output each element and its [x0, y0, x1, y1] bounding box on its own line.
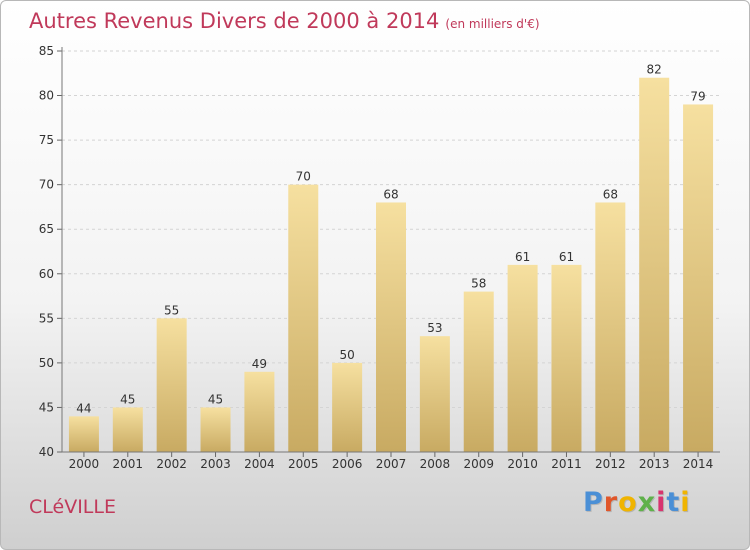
value-label-2006: 50 — [339, 348, 354, 362]
bar-2004 — [244, 371, 275, 452]
y-tick-label: 60 — [39, 267, 54, 281]
x-tick-label-2008: 2008 — [420, 457, 451, 471]
bar-2006 — [332, 362, 363, 452]
value-label-2010: 61 — [515, 250, 530, 264]
bar-2002 — [156, 318, 187, 452]
value-label-2002: 55 — [164, 303, 179, 317]
x-tick-label-2007: 2007 — [376, 457, 407, 471]
axes — [61, 47, 720, 453]
bar-2009 — [463, 291, 494, 452]
x-tick-label-2011: 2011 — [551, 457, 582, 471]
x-tick-label-2005: 2005 — [288, 457, 319, 471]
y-tick-label: 55 — [39, 311, 54, 325]
value-label-2001: 45 — [120, 392, 135, 406]
bar-2012 — [595, 202, 626, 452]
bar-2000 — [68, 416, 99, 452]
x-tick-label-2006: 2006 — [332, 457, 363, 471]
logo-letter: x — [637, 487, 657, 518]
value-label-2011: 61 — [559, 250, 574, 264]
chart-title: Autres Revenus Divers de 2000 à 2014 (en … — [29, 9, 540, 33]
x-tick-label-2014: 2014 — [683, 457, 714, 471]
y-axis-ticks: 40 45 50 55 60 65 70 75 80 85 — [39, 44, 62, 459]
value-labels: 44 45 55 45 49 70 50 68 53 58 61 61 68 82 79 — [76, 63, 705, 416]
x-tick-label-2002: 2002 — [156, 457, 187, 471]
x-tick-label-2013: 2013 — [639, 457, 670, 471]
y-tick-label: 65 — [39, 222, 54, 236]
bar-2010 — [507, 264, 538, 452]
x-tick-label-2009: 2009 — [463, 457, 494, 471]
x-tick-label-2012: 2012 — [595, 457, 626, 471]
y-tick-label: 70 — [39, 178, 54, 192]
bars — [68, 77, 714, 452]
value-label-2004: 49 — [252, 357, 267, 371]
y-tick-label: 85 — [39, 44, 54, 58]
value-label-2012: 68 — [603, 187, 618, 201]
bar-2013 — [639, 77, 670, 452]
logo-letter: i — [680, 487, 691, 518]
value-label-2013: 82 — [647, 63, 662, 77]
y-tick-label: 45 — [39, 400, 54, 414]
bar-2003 — [200, 407, 231, 452]
logo-letter: i — [656, 487, 667, 518]
x-tick-label-2004: 2004 — [244, 457, 275, 471]
proxiti-logo[interactable]: Proxiti — [583, 487, 691, 518]
y-tick-label: 80 — [39, 89, 54, 103]
logo-letter: P — [583, 487, 604, 518]
bar-2001 — [112, 407, 143, 452]
logo-letter: t — [666, 487, 681, 518]
x-axis-ticks: 2000 2001 2002 2003 2004 2005 2006 2007 2008 2009… — [69, 452, 714, 471]
place-name: CLéVILLE — [29, 496, 116, 518]
bar-2011 — [551, 264, 582, 452]
unit-text: (en milliers d'€) — [445, 17, 540, 31]
y-tick-label: 40 — [39, 445, 54, 459]
bar-2008 — [419, 336, 450, 452]
x-tick-label-2001: 2001 — [113, 457, 144, 471]
value-label-2003: 45 — [208, 392, 223, 406]
value-label-2009: 58 — [471, 277, 486, 291]
bar-2014 — [683, 104, 714, 452]
bar-2005 — [288, 184, 319, 452]
logo-letter: o — [618, 487, 638, 518]
x-tick-label-2003: 2003 — [200, 457, 231, 471]
value-label-2000: 44 — [76, 401, 91, 415]
y-tick-label: 75 — [39, 133, 54, 147]
value-label-2005: 70 — [296, 170, 311, 184]
title-text: Autres Revenus Divers de 2000 à 2014 — [29, 9, 440, 33]
y-tick-label: 50 — [39, 356, 54, 370]
value-label-2008: 53 — [427, 321, 442, 335]
x-tick-label-2010: 2010 — [507, 457, 538, 471]
bar-2007 — [376, 202, 406, 452]
x-tick-label-2000: 2000 — [69, 457, 100, 471]
value-label-2007: 68 — [383, 187, 398, 201]
value-label-2014: 79 — [690, 89, 705, 103]
logo-letter: r — [603, 487, 619, 518]
